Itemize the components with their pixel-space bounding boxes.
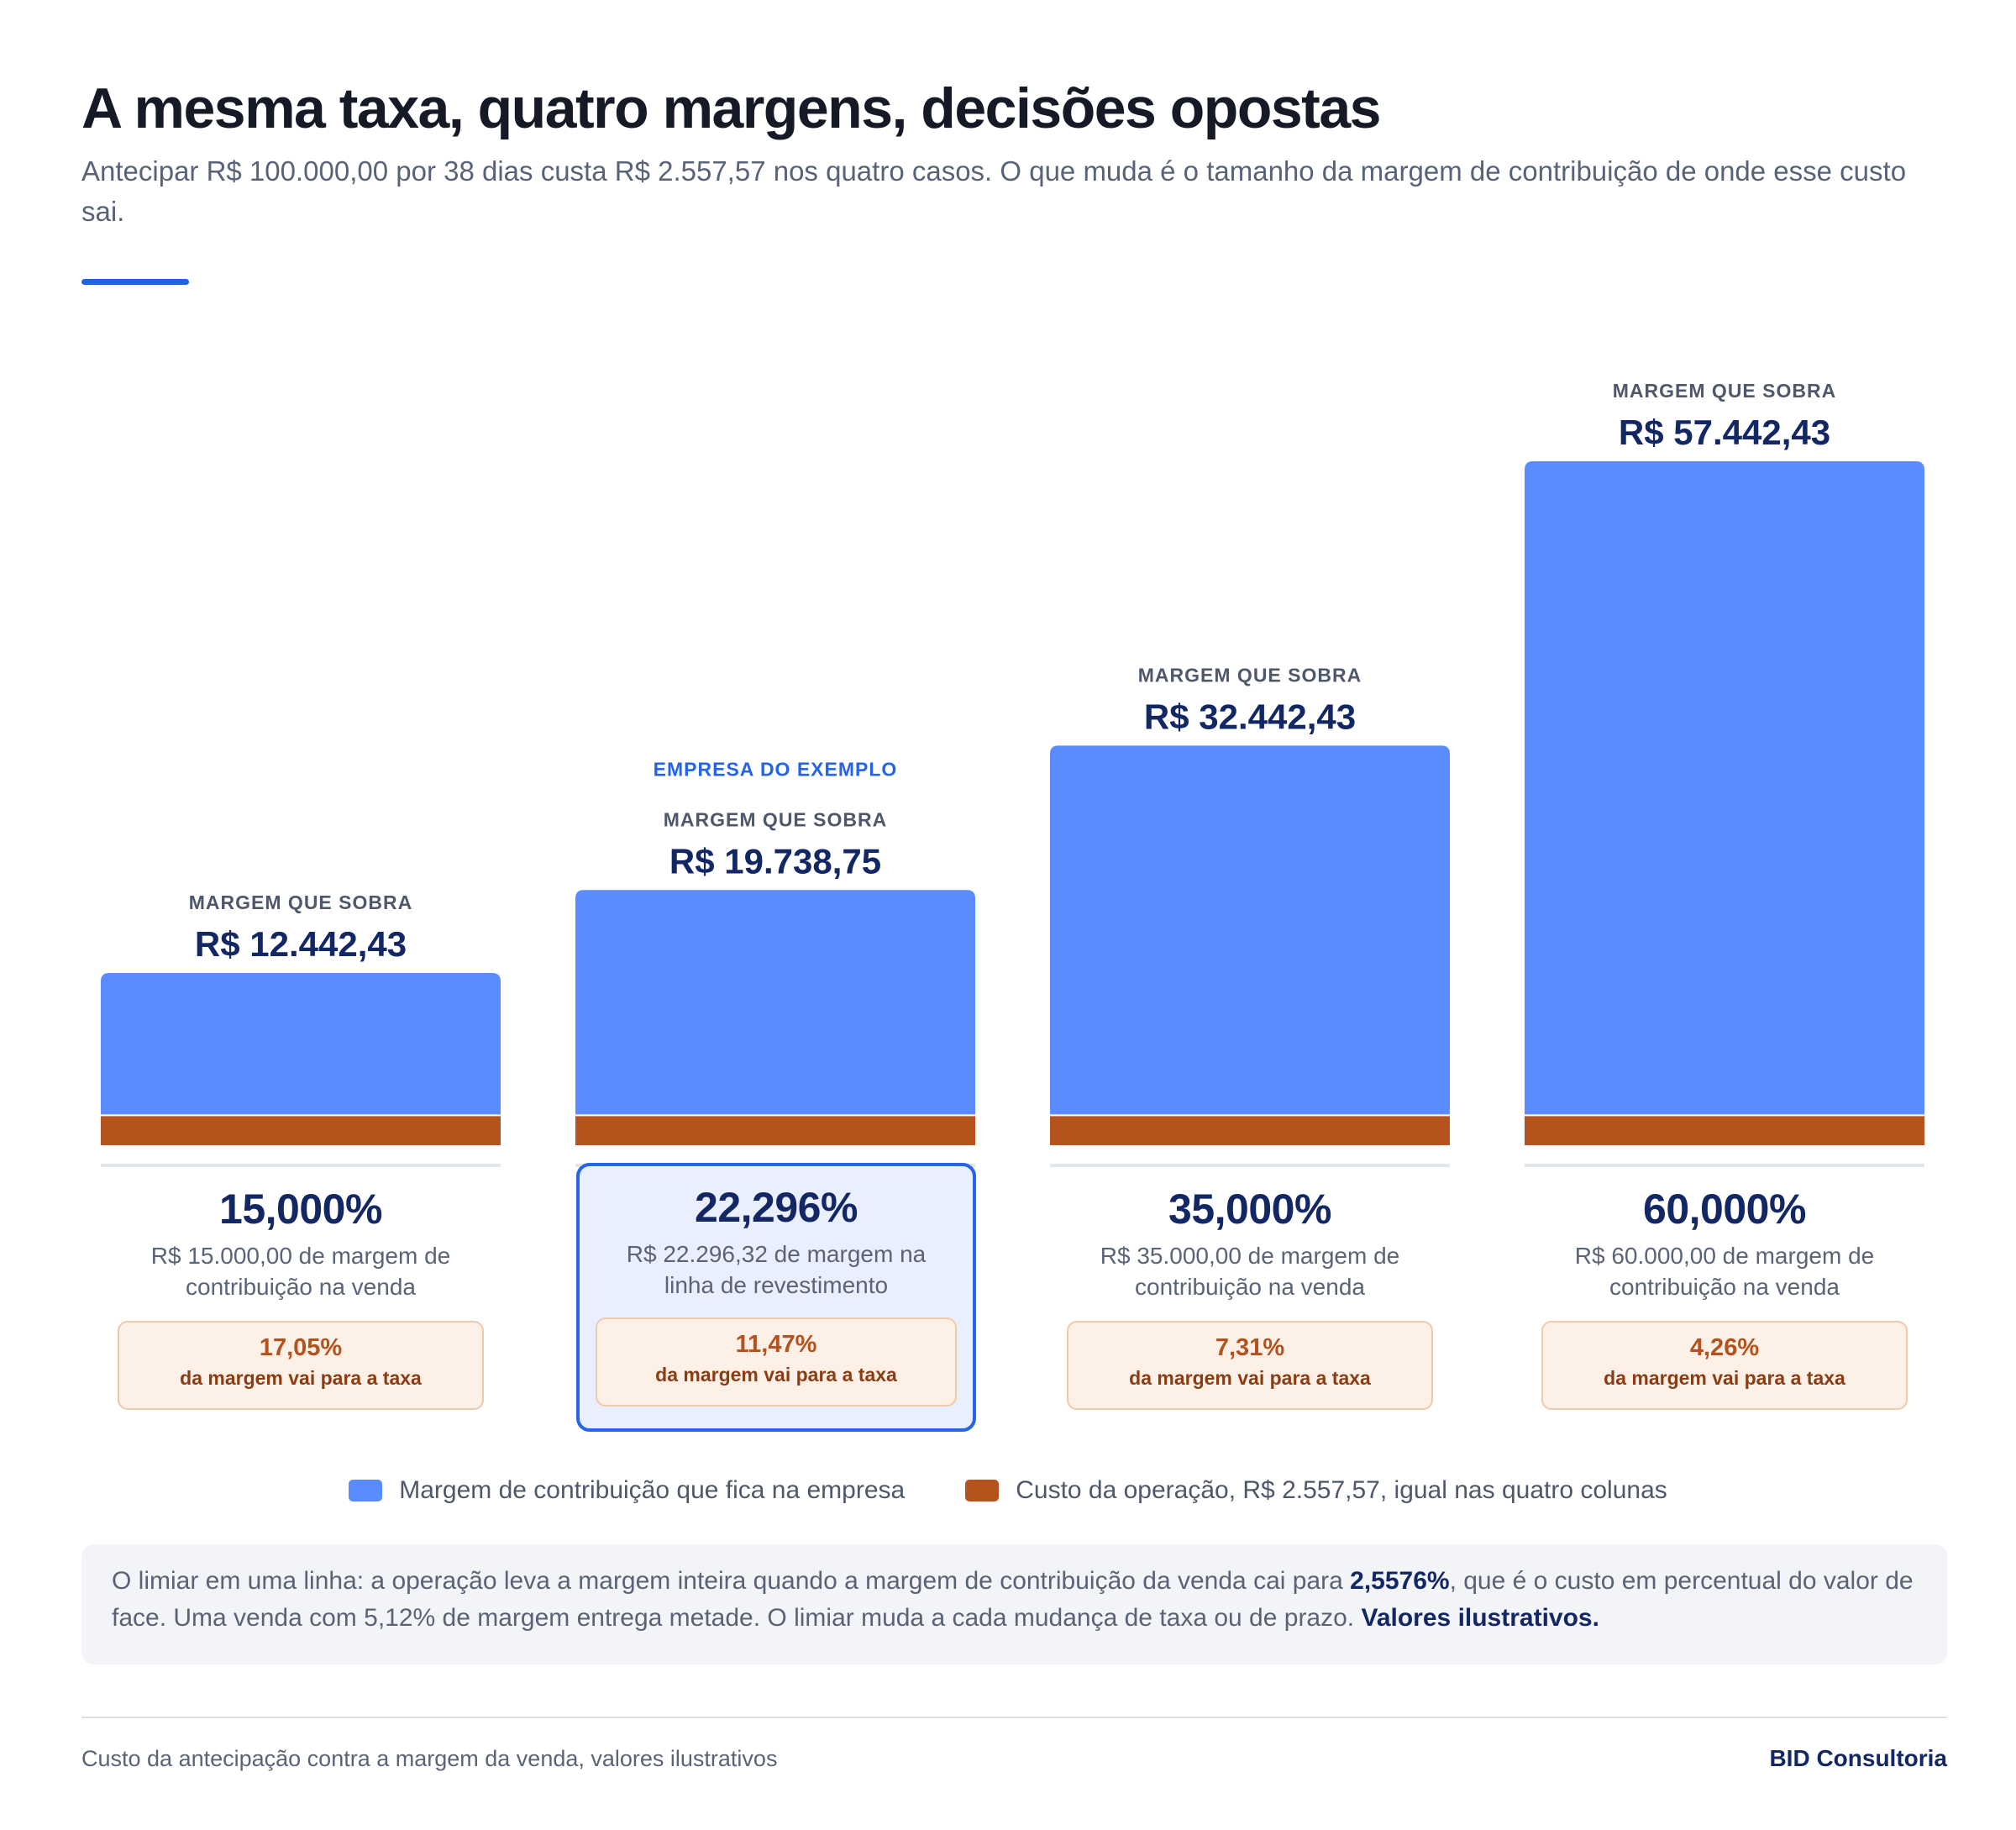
bar-baseline <box>101 1164 501 1167</box>
note-threshold: 2,5576% <box>1350 1567 1450 1595</box>
bar-cost-segment <box>1050 1116 1450 1145</box>
legend-item-cost: Custo da operação, R$ 2.557,57, igual na… <box>965 1476 1667 1505</box>
column-card: 22,296% R$ 22.296,32 de margem na linha d… <box>576 1163 976 1432</box>
legend-item-margin: Margem de contribuição que fica na empre… <box>349 1476 905 1505</box>
margin-description: R$ 60.000,00 de margem de contribuição n… <box>1574 1243 1875 1300</box>
bar-cost-segment <box>575 1116 975 1145</box>
margin-percent: 15,000% <box>219 1186 382 1233</box>
legend-swatch-margin <box>349 1480 383 1501</box>
margin-description: R$ 15.000,00 de margem de contribuição n… <box>150 1243 451 1300</box>
tax-share-label: da margem vai para a taxa <box>1129 1367 1371 1389</box>
highlight-tag: EMPRESA DO EXEMPLO <box>654 758 898 780</box>
bar-cost-segment <box>1525 1116 1924 1145</box>
tax-share-box: 4,26% da margem vai para a taxa <box>1541 1321 1908 1410</box>
bar-value-label: R$ 12.442,43 <box>195 924 407 964</box>
bar-caption: MARGEM QUE SOBRA <box>1138 664 1362 686</box>
footer-caption: Custo da antecipação contra a margem da … <box>81 1746 778 1771</box>
tax-share-percent: 17,05% <box>259 1334 343 1361</box>
accent-divider <box>81 279 189 285</box>
bar-caption: MARGEM QUE SOBRA <box>189 891 412 913</box>
column-card: 35,000% R$ 35.000,00 de margem de contrib… <box>1050 1163 1450 1415</box>
margin-percent: 60,000% <box>1643 1186 1806 1233</box>
page-subtitle: Antecipar R$ 100.000,00 por 38 dias cust… <box>81 155 1907 227</box>
note-emphasis: Valores ilustrativos. <box>1361 1604 1599 1632</box>
stacked-bar-chart: R$ 12.442,43 MARGEM QUE SOBRA R$ 19.738,75… <box>101 380 1924 1167</box>
bar-caption: MARGEM QUE SOBRA <box>664 808 887 830</box>
bar-value-label: R$ 19.738,75 <box>669 841 881 881</box>
tax-share-percent: 4,26% <box>1689 1334 1760 1361</box>
tax-share-box: 17,05% da margem vai para a taxa <box>118 1321 484 1410</box>
legend-label-margin: Margem de contribuição que fica na empre… <box>399 1476 906 1504</box>
column-card: 60,000% R$ 60.000,00 de margem de contrib… <box>1525 1163 1924 1415</box>
bar-margin-segment <box>575 890 975 1115</box>
bar-margin-segment <box>1525 461 1924 1115</box>
tax-share-label: da margem vai para a taxa <box>180 1367 422 1389</box>
tax-share-box: 7,31% da margem vai para a taxa <box>1067 1321 1433 1410</box>
bar-baseline <box>1050 1164 1450 1167</box>
margin-percent: 22,296% <box>695 1184 858 1231</box>
bar-margin-segment <box>101 973 501 1115</box>
legend-swatch-cost <box>965 1480 1000 1501</box>
threshold-note: O limiar em uma linha: a operação leva a… <box>81 1544 1947 1664</box>
tax-share-percent: 7,31% <box>1215 1334 1285 1361</box>
brand-name: BID Consultoria <box>1769 1745 1947 1771</box>
bar-caption: MARGEM QUE SOBRA <box>1613 380 1836 402</box>
column-card: 15,000% R$ 15.000,00 de margem de contrib… <box>101 1163 501 1415</box>
bar-value-label: R$ 32.442,43 <box>1144 697 1356 736</box>
chart-legend: Margem de contribuição que fica na empre… <box>0 1476 2016 1505</box>
legend-label-cost: Custo da operação, R$ 2.557,57, igual na… <box>1016 1476 1667 1504</box>
tax-share-label: da margem vai para a taxa <box>655 1364 897 1386</box>
bar-cost-segment <box>101 1116 501 1145</box>
note-text-before: O limiar em uma linha: a operação leva a… <box>112 1567 1351 1595</box>
margin-description: R$ 22.296,32 de margem na linha de reves… <box>626 1241 927 1298</box>
margin-percent: 35,000% <box>1168 1186 1331 1233</box>
bar-margin-segment <box>1050 745 1450 1115</box>
tax-share-percent: 11,47% <box>735 1331 817 1358</box>
tax-share-box: 11,47% da margem vai para a taxa <box>596 1317 957 1407</box>
bar-value-label: R$ 57.442,43 <box>1619 413 1830 452</box>
footer-divider <box>81 1717 1947 1718</box>
bar-baseline <box>1525 1164 1924 1167</box>
note-text-after: , que é o custo em percentual do valor d… <box>112 1567 1914 1632</box>
page-title: A mesma taxa, quatro margens, decisões o… <box>81 76 1381 140</box>
margin-description: R$ 35.000,00 de margem de contribuição n… <box>1100 1243 1400 1300</box>
tax-share-label: da margem vai para a taxa <box>1604 1367 1845 1389</box>
